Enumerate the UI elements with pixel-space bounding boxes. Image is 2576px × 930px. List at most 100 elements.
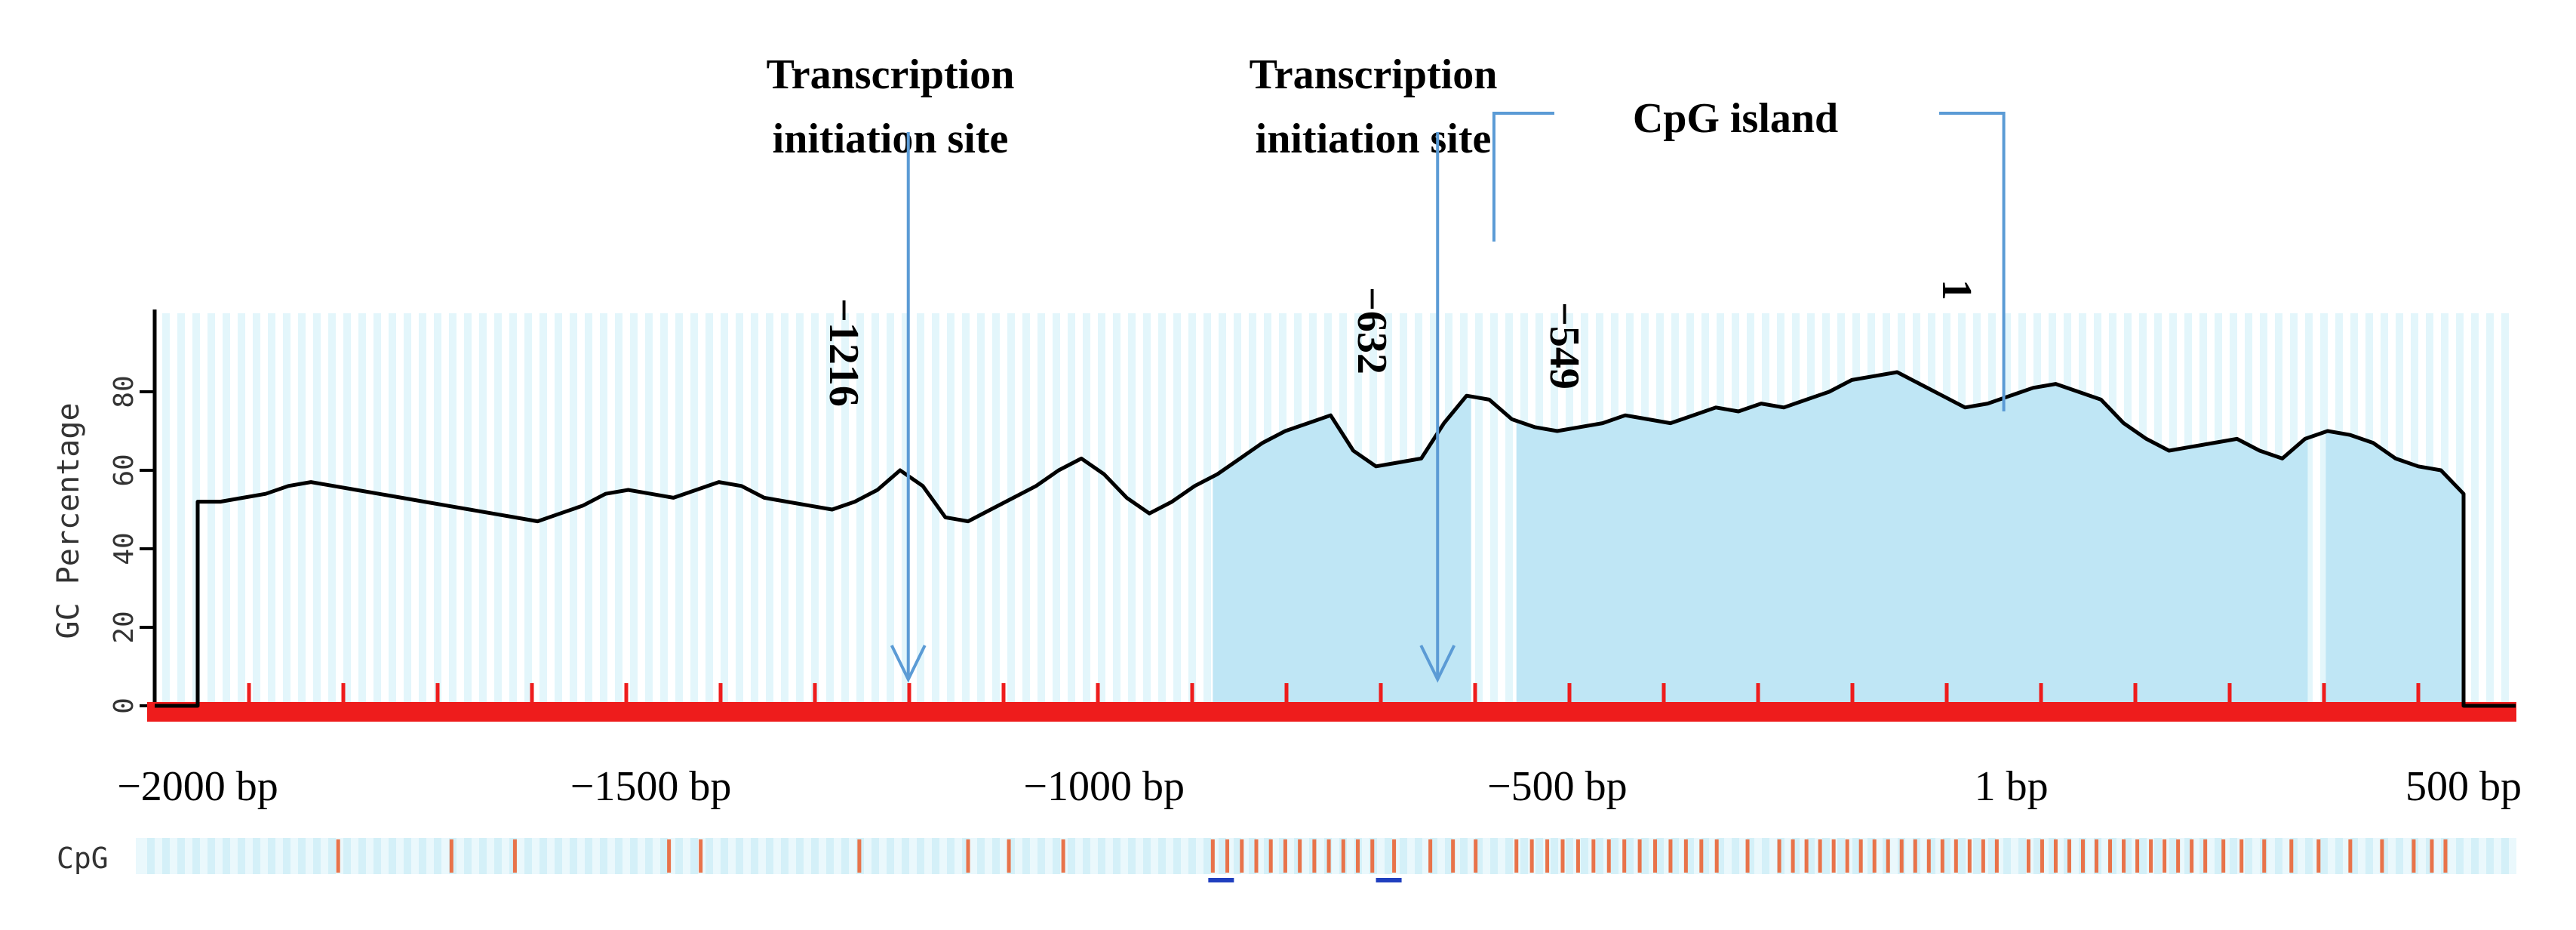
grid-stripe bbox=[811, 313, 819, 706]
cpg-site-mark bbox=[2262, 839, 2267, 873]
grid-stripe bbox=[1022, 313, 1030, 706]
cpg-track-stripe bbox=[902, 838, 909, 874]
cpg-track-stripe bbox=[2199, 838, 2207, 874]
cpg-site-mark bbox=[1981, 839, 1985, 873]
cpg-track-stripe bbox=[1128, 838, 1136, 874]
grid-stripe bbox=[630, 313, 638, 706]
x-tick-label: −2000 bp bbox=[117, 763, 278, 810]
cpg-track-stripe bbox=[1219, 838, 1226, 874]
cpg-track-stripe bbox=[1385, 838, 1392, 874]
y-tick-label: 20 bbox=[109, 611, 140, 643]
cpg-track-stripe bbox=[1294, 838, 1302, 874]
cpg-site-mark bbox=[2430, 839, 2434, 873]
cpg-track-stripe bbox=[615, 838, 622, 874]
cpg-site-mark bbox=[1858, 839, 1863, 873]
cpg-site-mark bbox=[2443, 839, 2448, 873]
cpg-track-stripe bbox=[721, 838, 728, 874]
grid-stripe bbox=[1128, 313, 1136, 706]
cpg-site-mark bbox=[1804, 839, 1809, 873]
cpg-site-mark bbox=[1913, 839, 1917, 873]
grid-stripe bbox=[539, 313, 547, 706]
grid-stripe bbox=[1158, 313, 1166, 706]
grid-stripe bbox=[660, 313, 668, 706]
cpg-site-mark bbox=[2316, 839, 2321, 873]
grid-stripe bbox=[977, 313, 985, 706]
cpg-track-label: CpG bbox=[57, 842, 109, 875]
grid-stripe bbox=[1203, 313, 1211, 706]
grid-stripe bbox=[1490, 313, 1498, 706]
grid-stripe bbox=[721, 313, 728, 706]
cpg-track-stripe bbox=[207, 838, 215, 874]
cpg-track-stripe bbox=[1792, 838, 1800, 874]
cpg-track-stripe bbox=[1656, 838, 1664, 874]
cpg-track-stripe bbox=[660, 838, 668, 874]
grid-stripe bbox=[419, 313, 426, 706]
cpg-site-mark bbox=[2080, 839, 2085, 873]
cpg-track-stripe bbox=[2305, 838, 2313, 874]
cpg-track-stripe bbox=[1053, 838, 1060, 874]
cpg-site-mark bbox=[2135, 839, 2140, 873]
cpg-track-stripe bbox=[2290, 838, 2298, 874]
cpg-track-stripe bbox=[690, 838, 698, 874]
annotation-label: Transcription bbox=[767, 51, 1015, 98]
cpg-site-mark bbox=[2026, 839, 2030, 873]
grid-stripe bbox=[1068, 313, 1075, 706]
cpg-track-stripe bbox=[1445, 838, 1452, 874]
cpg-track-stripe bbox=[2184, 838, 2192, 874]
cpg-track-stripe bbox=[1611, 838, 1618, 874]
cpg-track-stripe bbox=[2350, 838, 2358, 874]
grid-stripe bbox=[555, 313, 562, 706]
cpg-track-stripe bbox=[1535, 838, 1543, 874]
cpg-track-stripe bbox=[2049, 838, 2056, 874]
y-tick-label: 60 bbox=[109, 454, 140, 486]
x-tick-label: 1 bp bbox=[1975, 763, 2049, 810]
grid-stripe bbox=[479, 313, 487, 706]
cpg-track-stripe bbox=[2245, 838, 2252, 874]
grid-stripe bbox=[162, 313, 170, 706]
cpg-site-mark bbox=[1994, 839, 1999, 873]
bracket-right bbox=[1939, 112, 2006, 411]
cpg-site-mark bbox=[1967, 839, 1972, 873]
grid-stripe bbox=[2486, 313, 2494, 706]
cpg-track-stripe bbox=[192, 838, 200, 874]
cpg-track-stripe bbox=[2396, 838, 2403, 874]
position-label: 1 bbox=[1933, 279, 1980, 300]
cpg-site-mark bbox=[1714, 839, 1719, 873]
cpg-track-stripe bbox=[298, 838, 306, 874]
cpg-track-stripe bbox=[585, 838, 592, 874]
cpg-site-mark bbox=[2108, 839, 2113, 873]
cpg-track-stripe bbox=[1943, 838, 1950, 874]
cpg-track-stripe bbox=[917, 838, 924, 874]
cpg-site-mark bbox=[1514, 839, 1519, 873]
cpg-site-mark bbox=[1872, 839, 1877, 873]
shaded-region bbox=[2325, 431, 2464, 706]
cpg-track-stripe bbox=[238, 838, 245, 874]
cpg-track-stripe bbox=[2033, 838, 2041, 874]
cpg-track-stripe bbox=[736, 838, 743, 874]
grid-stripe bbox=[313, 313, 321, 706]
cpg-track-stripe bbox=[313, 838, 321, 874]
grid-stripe bbox=[283, 313, 290, 706]
grid-stripe bbox=[389, 313, 396, 706]
arrow-head bbox=[890, 645, 927, 683]
grid-stripe bbox=[404, 313, 411, 706]
cpg-site-mark bbox=[1791, 839, 1795, 873]
cpg-site-mark bbox=[1061, 839, 1065, 873]
grid-stripe bbox=[736, 313, 743, 706]
cpg-track-stripe bbox=[705, 838, 713, 874]
grid-stripe bbox=[2471, 313, 2479, 706]
grid-stripe bbox=[253, 313, 260, 706]
cpg-site-mark bbox=[1653, 839, 1658, 873]
grid-stripe bbox=[615, 313, 622, 706]
grid-stripe bbox=[509, 313, 517, 706]
cpg-site-mark bbox=[1622, 839, 1627, 873]
x-axis-ticks: −2000 bp −1500 bp −1000 bp −500 bp 1 bp 500 b… bbox=[117, 763, 2522, 810]
cpg-track-stripe bbox=[1068, 838, 1075, 874]
cpg-track-stripe bbox=[2018, 838, 2026, 874]
cpg-track-stripe bbox=[539, 838, 547, 874]
cpg-site-mark bbox=[2289, 839, 2294, 873]
grid-stripe bbox=[841, 313, 849, 706]
cpg-track-stripe bbox=[328, 838, 336, 874]
grid-stripe bbox=[1475, 313, 1483, 706]
